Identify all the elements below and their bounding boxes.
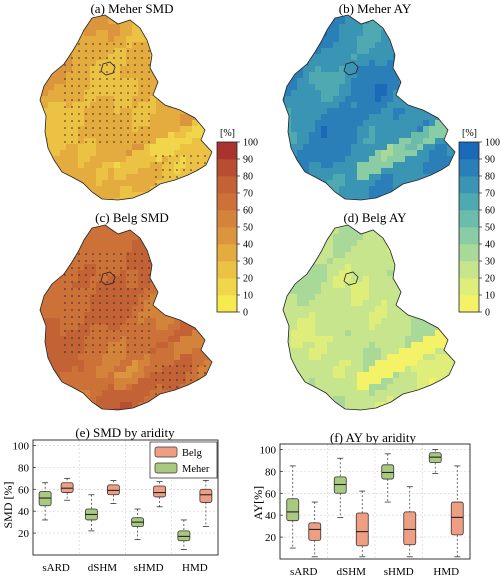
- colorbar-swatch: [459, 261, 479, 279]
- colorbar-tick-label: 40: [485, 240, 495, 251]
- y-tick-label: 60: [265, 488, 277, 500]
- y-tick-label: 40: [18, 506, 30, 518]
- colorbar-smd-unit: [%]: [220, 128, 235, 139]
- x-tick-label: sHMD: [134, 562, 164, 574]
- box-meher-shmd: [381, 453, 395, 503]
- colorbar-tick-label: 80: [243, 172, 253, 183]
- colorbar-swatch: [217, 278, 237, 296]
- x-tick-label: dSHM: [337, 566, 367, 578]
- box-meher-sard: [38, 482, 52, 521]
- box-meher-hmd: [177, 519, 191, 550]
- colorbar-swatch: [217, 261, 237, 279]
- x-tick-label: sARD: [290, 566, 318, 578]
- colorbar-tick-label: 60: [485, 206, 495, 217]
- map-title-c: (c) Belg SMD: [95, 210, 169, 225]
- y-tick-label: 60: [18, 484, 30, 496]
- x-tick-label: HMD: [433, 566, 459, 578]
- x-tick-label: dSHM: [88, 562, 118, 574]
- colorbar-swatch: [459, 193, 479, 211]
- colorbar-swatch: [459, 210, 479, 228]
- box-meher-dshm: [84, 494, 98, 532]
- legend-label: Belg: [182, 448, 203, 459]
- box-meher-sard: [286, 465, 300, 549]
- colorbar-swatch: [217, 295, 237, 313]
- colorbar-swatch: [459, 295, 479, 313]
- box-belg-dshm: [355, 490, 369, 558]
- colorbar-tick-label: 0: [485, 308, 490, 319]
- colorbar-tick-label: 70: [485, 189, 495, 200]
- boxplot-ay-by-aridity: 20 40 60 80 100 sARD dSHM sHMD HMD: [260, 443, 471, 578]
- colorbar-swatch: [459, 159, 479, 177]
- box-belg-dshm: [106, 480, 120, 504]
- box-meher-shmd: [131, 508, 145, 541]
- y-tick-label: 20: [18, 528, 30, 540]
- y-tick-label: 80: [18, 462, 30, 474]
- y-tick-label: 80: [265, 466, 277, 478]
- colorbar-tick-label: 30: [243, 257, 253, 268]
- colorbar-tick-label: 10: [243, 291, 253, 302]
- colorbar-swatch: [459, 176, 479, 194]
- box-belg-shmd: [403, 486, 417, 558]
- box-meher-hmd: [428, 449, 442, 474]
- colorbar-swatch: [459, 244, 479, 262]
- ylabel-e: SMD [%]: [1, 481, 15, 528]
- colorbar-swatch: [217, 244, 237, 262]
- boxplot-smd-by-aridity: 20 40 60 80 100 sARD dSHM sHMD HMD Belg Meher: [13, 439, 219, 574]
- colorbar-tick-label: 10: [485, 291, 495, 302]
- colorbar-tick-label: 50: [485, 223, 495, 234]
- box-belg-hmd: [199, 480, 213, 527]
- chart-title-f: (f) AY by aridity: [330, 430, 417, 445]
- colorbar-tick-label: 90: [485, 155, 495, 166]
- x-tick-label: sARD: [42, 562, 70, 574]
- colorbar-tick-label: 20: [485, 274, 495, 285]
- colorbar-tick-label: 0: [243, 308, 248, 319]
- colorbar-swatch: [217, 210, 237, 228]
- y-tick-label: 40: [265, 510, 277, 522]
- x-tick-label: HMD: [182, 562, 208, 574]
- box-meher-dshm: [333, 457, 347, 518]
- colorbar-swatch: [459, 227, 479, 245]
- colorbar-swatch: [459, 142, 479, 160]
- colorbar-tick-label: 60: [243, 206, 253, 217]
- map-title-b: (b) Meher AY: [339, 1, 412, 16]
- colorbar-ay-unit: [%]: [462, 128, 477, 139]
- map-belg-ay: [282, 224, 456, 411]
- colorbar-swatch: [217, 142, 237, 160]
- colorbar-tick-label: 100: [243, 138, 258, 149]
- colorbar-tick-label: 70: [243, 189, 253, 200]
- y-tick-label: 100: [13, 440, 30, 452]
- colorbar-swatch: [217, 227, 237, 245]
- box-belg-sard: [60, 477, 74, 501]
- ylabel-f: AY[%]: [251, 486, 265, 520]
- colorbar-swatch: [217, 193, 237, 211]
- map-meher-ay: [282, 14, 456, 201]
- legend-label: Meher: [182, 464, 210, 475]
- colorbar-swatch: [217, 159, 237, 177]
- colorbar-tick-label: 50: [243, 223, 253, 234]
- map-meher-smd: [39, 14, 213, 201]
- colorbar-tick-label: 100: [485, 138, 500, 149]
- box-belg-hmd: [450, 465, 464, 558]
- colorbar-tick-label: 90: [243, 155, 253, 166]
- box-belg-shmd: [153, 481, 167, 508]
- colorbar-tick-label: 40: [243, 240, 253, 251]
- x-tick-label: sHMD: [384, 566, 414, 578]
- map-title-d: (d) Belg AY: [343, 210, 407, 225]
- colorbar-swatch: [217, 176, 237, 194]
- map-belg-smd: [39, 224, 213, 411]
- chart-title-e: (e) SMD by aridity: [75, 425, 175, 440]
- colorbar-tick-label: 20: [243, 274, 253, 285]
- legend: Belg Meher: [149, 441, 218, 479]
- box-belg-sard: [308, 501, 322, 558]
- colorbar-tick-label: 30: [485, 257, 495, 268]
- colorbar-tick-label: 80: [485, 172, 495, 183]
- y-tick-label: 20: [265, 532, 277, 544]
- map-title-a: (a) Meher SMD: [90, 1, 173, 16]
- y-tick-label: 100: [260, 444, 277, 456]
- colorbar-swatch: [459, 278, 479, 296]
